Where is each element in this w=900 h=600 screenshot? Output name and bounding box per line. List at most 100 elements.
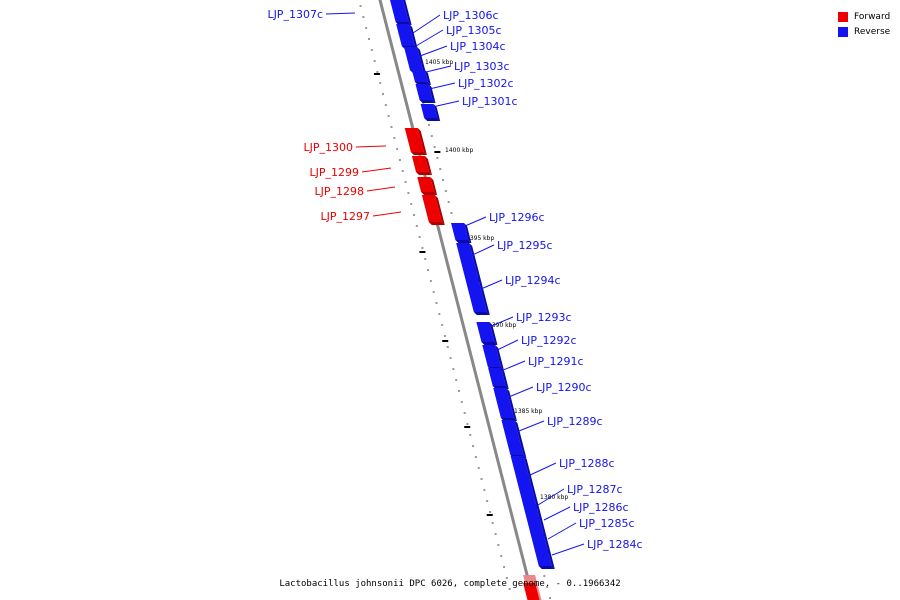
gene-body-LJP_1304c (407, 60, 423, 70)
gene-side-LJP_1299 (424, 156, 432, 175)
gene-label-LJP_1290c: LJP_1290c (536, 381, 592, 394)
gene-side-LJP_1293c (489, 322, 498, 345)
gene-body-LJP_1285c (530, 533, 548, 550)
gene-leader-LJP_1299 (361, 167, 392, 173)
legend-item-reverse: Reverse (838, 24, 890, 39)
gene-side-LJP_1290c (506, 388, 517, 421)
gene-body-LJP_1288c (510, 456, 537, 505)
gene-label-LJP_1291c: LJP_1291c (528, 355, 584, 368)
gene-label-LJP_1303c: LJP_1303c (454, 60, 510, 73)
gene-body-LJP_1291c (488, 368, 506, 386)
gene-leader-LJP_1284c (551, 543, 585, 556)
gene-body-LJP_1286c (525, 516, 544, 533)
gene-leader-LJP_1293c (481, 316, 514, 331)
gene-leader-LJP_1296c (457, 216, 487, 230)
legend: Forward Reverse (838, 9, 890, 39)
reverse-swatch (838, 26, 848, 37)
gene-label-LJP_1304c: LJP_1304c (450, 40, 506, 53)
scale-label: 1385 kbp (514, 408, 542, 415)
gene-side-LJP_1296c (464, 223, 472, 243)
scale-label: 1405 kbp (425, 59, 453, 66)
gene-body-LJP_1305c (404, 47, 421, 60)
gene-side-LJP_1294c (478, 278, 490, 315)
gene-body-LJP_1287c (523, 505, 539, 516)
scale-label: 1390 kbp (488, 322, 516, 329)
gene-body-LJP_1298 (417, 177, 435, 192)
gene-leader-LJP_1307c (325, 12, 356, 15)
gene-body-LJP_1296c (451, 223, 469, 240)
gene-leader-LJP_1287c (537, 488, 565, 506)
gene-label-LJP_1299: LJP_1299 (310, 166, 360, 179)
gene-body-LJP_1294c (465, 278, 487, 312)
gene-label-LJP_1294c: LJP_1294c (505, 274, 561, 287)
gene-label-LJP_1289c: LJP_1289c (547, 415, 603, 428)
gene-bevel-LJP_1300 (410, 152, 427, 155)
gene-body-LJP_1307c (390, 0, 409, 22)
gene-label-LJP_1292c: LJP_1292c (521, 334, 577, 347)
gene-leader-LJP_1298 (366, 186, 396, 192)
scale-label: 1395 kbp (466, 235, 494, 242)
gene-side-LJP_1289c (514, 420, 527, 458)
gene-side-LJP_1305c (417, 47, 424, 63)
gene-bevel-LJP_1296c (455, 240, 472, 243)
scale-label: 1380 kbp (540, 494, 568, 501)
gene-side-LJP_1297 (434, 195, 445, 225)
gene-label-LJP_1305c: LJP_1305c (446, 24, 502, 37)
gene-body-LJP_1297 (421, 195, 442, 222)
gene-leader-LJP_1286c (543, 506, 571, 521)
gene-side-LJP_1284c (547, 550, 555, 569)
gene-side-LJP_1292c (495, 345, 504, 370)
gene-body-LJP_1306c (396, 24, 415, 46)
gene-label-LJP_1296c: LJP_1296c (489, 211, 545, 224)
gene-label-LJP_1306c: LJP_1306c (443, 9, 499, 22)
gene-leader-LJP_1304c (419, 45, 448, 57)
gene-label-LJP_1286c: LJP_1286c (573, 501, 629, 514)
gene-label-LJP_1295c: LJP_1295c (497, 239, 553, 252)
gene-side-LJP_1288c (523, 456, 540, 508)
gene-side-LJP_1298 (430, 177, 438, 195)
gene-body-LJP_1284c (534, 550, 552, 566)
gene-side-LJP_1295c (469, 243, 482, 281)
gene-side-LJP_1304c (420, 60, 426, 73)
gene-leader-LJP_1301c (427, 100, 460, 109)
gene-side-LJP_1287c (536, 505, 542, 519)
gene-side-LJP_1291c (501, 368, 509, 389)
gene-label-LJP_1298: LJP_1298 (315, 185, 365, 198)
gene-bevel-LJP_1298 (421, 192, 438, 195)
gene-leader-LJP_1288c (527, 462, 557, 477)
gene-leader-LJP_1300 (355, 145, 387, 148)
gene-side-LJP_1307c (403, 0, 412, 25)
gene-label-LJP_1285c: LJP_1285c (579, 517, 635, 530)
gene-leader-LJP_1297 (372, 211, 402, 217)
gene-body-LJP_1302c (415, 84, 433, 100)
scale-label: 1400 kbp (445, 147, 473, 154)
gene-side-LJP_1285c (543, 533, 551, 553)
gene-bevel-LJP_1293c (481, 342, 498, 345)
gene-label-LJP_1287c: LJP_1287c (567, 483, 623, 496)
gene-bevel-LJP_1299 (415, 172, 432, 175)
gene-side-LJP_1303c (424, 70, 431, 85)
gene-leader-LJP_1305c (415, 29, 444, 47)
gene-leader-LJP_1306c (412, 14, 441, 34)
gene-body-LJP_1299 (411, 156, 429, 172)
gene-leader-LJP_1302c (424, 82, 456, 91)
gene-leader-LJP_1295c (465, 244, 495, 259)
gene-body-LJP_1290c (493, 388, 514, 418)
gene-side-LJP_1301c (433, 104, 441, 121)
legend-label-reverse: Reverse (854, 26, 891, 37)
gene-body-LJP_1300 (404, 128, 424, 152)
gene-leader-LJP_1303c (421, 65, 452, 74)
gene-side-LJP_1306c (409, 24, 418, 49)
gene-leader-LJP_1292c (488, 339, 519, 355)
gene-body-LJP_1301c (420, 104, 438, 118)
gene-label-LJP_1302c: LJP_1302c (458, 77, 514, 90)
gene-leader-LJP_1290c (503, 386, 534, 400)
legend-label-forward: Forward (854, 11, 891, 22)
gene-label-LJP_1297: LJP_1297 (321, 210, 371, 223)
gene-label-LJP_1284c: LJP_1284c (587, 538, 643, 551)
backbone-line (378, 0, 536, 600)
gene-side-LJP_1300 (417, 128, 427, 155)
gene-label-LJP_1307c: LJP_1307c (267, 8, 323, 21)
gene-bevel-LJP_1297 (428, 222, 445, 225)
gene-body-LJP_1289c (501, 420, 524, 455)
